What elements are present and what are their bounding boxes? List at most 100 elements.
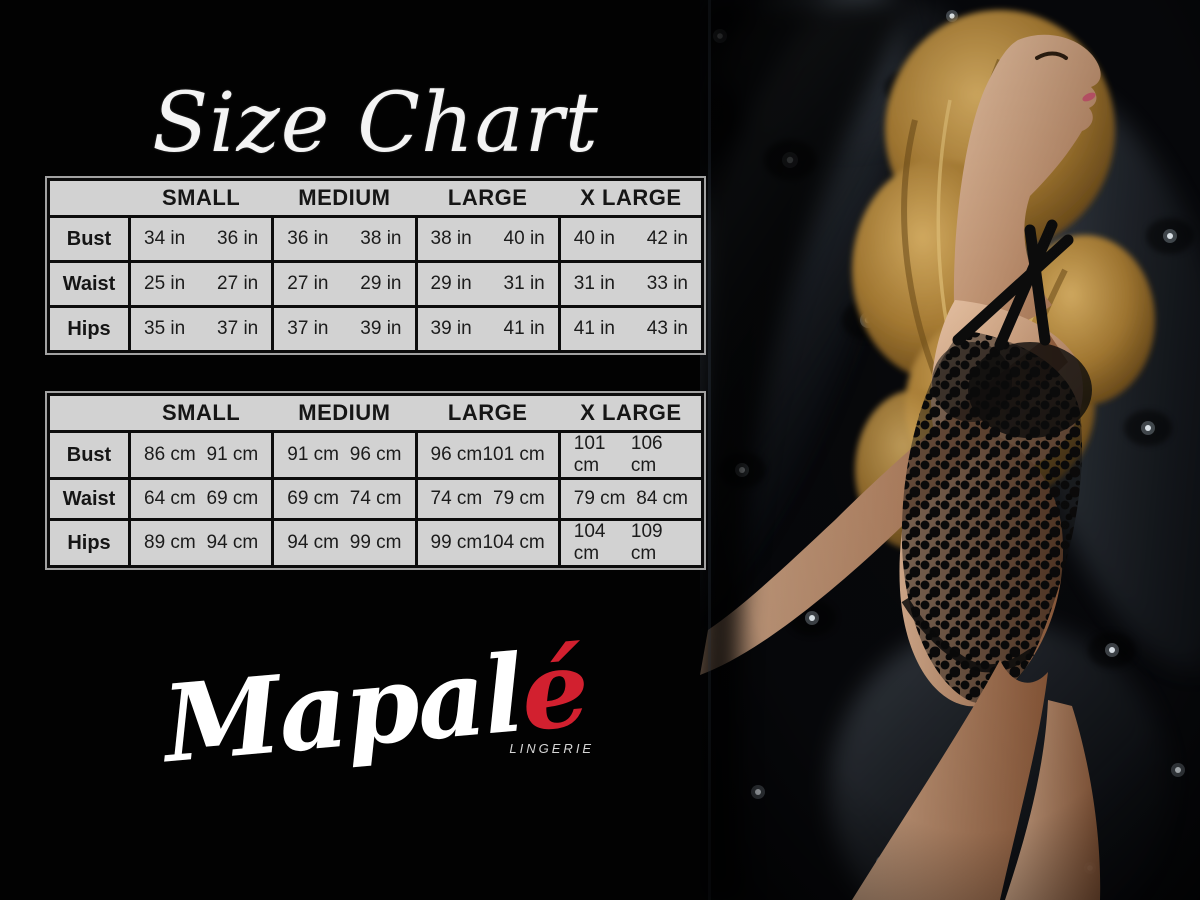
measurement-label: Waist [50, 263, 128, 305]
measurement-values: 104 cm 109 cm [560, 521, 701, 565]
measurement-value: 42 in [646, 228, 688, 249]
measurement-value: 79 cm [493, 488, 545, 509]
measurement-value: 99 cm [430, 532, 483, 553]
measurement-values: 101 cm 106 cm [560, 433, 701, 477]
measurement-row: Bust 34 in 36 in 36 in 38 in 38 in 40 in 40 in 4… [50, 218, 701, 260]
size-column-header: LARGE [447, 185, 528, 210]
size-column-header: SMALL [161, 400, 241, 425]
brand-accent-letter: é [516, 624, 593, 755]
measurement-value: 69 cm [206, 488, 259, 509]
measurement-value: 96 cm [349, 444, 402, 465]
measurement-value: 40 in [503, 228, 545, 249]
size-column-header: X LARGE [580, 185, 682, 210]
measurement-values: 29 in 31 in [417, 263, 558, 305]
measurement-value: 29 in [360, 273, 402, 294]
measurement-values: 89 cm 94 cm [131, 521, 272, 565]
measurement-value: 40 in [573, 228, 615, 249]
measurement-value: 35 in [144, 318, 186, 339]
brand-logo: Mapalé LINGERIE [45, 625, 706, 787]
measurement-value: 109 cm [630, 521, 663, 564]
size-column-header: LARGE [447, 400, 528, 425]
measurement-value: 64 cm [144, 488, 196, 509]
measurement-row: Waist 64 cm 69 cm 69 cm 74 cm 74 cm 79 cm 79 cm… [50, 480, 701, 518]
measurement-value: 91 cm [206, 444, 259, 465]
measurement-values: 94 cm 99 cm [274, 521, 415, 565]
measurement-value: 37 in [287, 318, 329, 339]
measurement-values: 96 cm 101 cm [417, 433, 558, 477]
measurement-values: 27 in 29 in [274, 263, 415, 305]
measurement-value: 86 cm [144, 444, 196, 465]
measurement-value: 27 in [217, 273, 259, 294]
measurement-value: 96 cm [430, 444, 483, 465]
measurement-value: 41 in [573, 318, 615, 339]
measurement-value: 27 in [287, 273, 329, 294]
measurement-value: 74 cm [349, 488, 402, 509]
measurement-value: 37 in [217, 318, 259, 339]
measurement-values: 79 cm 84 cm [560, 480, 701, 518]
measurement-values: 69 cm 74 cm [274, 480, 415, 518]
measurement-value: 84 cm [636, 488, 688, 509]
size-table-centimeters: SMALL MEDIUM LARGE X LARGE Bust 86 cm 91 cm 91 … [45, 391, 706, 570]
measurement-row: Waist 25 in 27 in 27 in 29 in 29 in 31 in 31 in… [50, 263, 701, 305]
measurement-value: 79 cm [573, 488, 626, 509]
measurement-values: 34 in 36 in [131, 218, 272, 260]
brand-tagline: LINGERIE [509, 740, 595, 756]
measurement-row: Hips 35 in 37 in 37 in 39 in 39 in 41 in 41 in 4… [50, 308, 701, 350]
measurement-value: 25 in [144, 273, 186, 294]
measurement-value: 39 in [360, 318, 402, 339]
measurement-value: 104 cm [573, 521, 606, 564]
size-column-header: SMALL [161, 185, 241, 210]
measurement-values: 36 in 38 in [274, 218, 415, 260]
table-header-row: SMALL MEDIUM LARGE X LARGE [50, 181, 701, 215]
measurement-label: Waist [50, 480, 128, 518]
measurement-values: 99 cm 104 cm [417, 521, 558, 565]
measurement-values: 31 in 33 in [560, 263, 701, 305]
measurement-values: 91 cm 96 cm [274, 433, 415, 477]
measurement-row: Bust 86 cm 91 cm 91 cm 96 cm 96 cm 101 cm 101 c… [50, 433, 701, 477]
page-title: Size Chart [152, 75, 599, 171]
measurement-label: Bust [50, 218, 128, 260]
measurement-values: 25 in 27 in [131, 263, 272, 305]
measurement-values: 41 in 43 in [560, 308, 701, 350]
measurement-value: 33 in [646, 273, 688, 294]
measurement-label: Hips [50, 308, 128, 350]
brand-name-text: Mapal [158, 630, 528, 787]
measurement-value: 38 in [360, 228, 402, 249]
measurement-label: Hips [50, 521, 128, 565]
measurement-value: 89 cm [144, 532, 196, 553]
header-corner-cell [50, 181, 128, 215]
measurement-value: 94 cm [206, 532, 259, 553]
table-header-row: SMALL MEDIUM LARGE X LARGE [50, 396, 701, 430]
measurement-value: 104 cm [482, 532, 545, 553]
measurement-label: Bust [50, 433, 128, 477]
lingerie-model-photo [700, 0, 1200, 900]
size-column-header: MEDIUM [298, 185, 391, 210]
measurement-value: 31 in [503, 273, 545, 294]
size-column-header: X LARGE [580, 400, 682, 425]
measurement-values: 35 in 37 in [131, 308, 272, 350]
measurement-values: 38 in 40 in [417, 218, 558, 260]
size-table-inches: SMALL MEDIUM LARGE X LARGE Bust 34 in 36 in 36 … [45, 176, 706, 355]
measurement-values: 37 in 39 in [274, 308, 415, 350]
measurement-value: 69 cm [287, 488, 339, 509]
measurement-value: 31 in [573, 273, 615, 294]
measurement-value: 29 in [430, 273, 472, 294]
measurement-values: 86 cm 91 cm [131, 433, 272, 477]
measurement-value: 101 cm [482, 444, 545, 465]
measurement-values: 64 cm 69 cm [131, 480, 272, 518]
measurement-value: 36 in [217, 228, 259, 249]
measurement-values: 39 in 41 in [417, 308, 558, 350]
measurement-value: 39 in [430, 318, 472, 339]
measurement-value: 41 in [503, 318, 545, 339]
brand-wordmark: Mapalé LINGERIE [158, 624, 595, 788]
measurement-value: 38 in [430, 228, 472, 249]
measurement-value: 94 cm [287, 532, 339, 553]
measurement-value: 99 cm [349, 532, 402, 553]
measurement-value: 36 in [287, 228, 329, 249]
size-column-header: MEDIUM [298, 400, 391, 425]
model-photo-illustration [700, 0, 1200, 900]
measurement-value: 101 cm [573, 433, 606, 476]
measurement-values: 40 in 42 in [560, 218, 701, 260]
measurement-value: 106 cm [630, 433, 663, 476]
measurement-value: 43 in [646, 318, 688, 339]
